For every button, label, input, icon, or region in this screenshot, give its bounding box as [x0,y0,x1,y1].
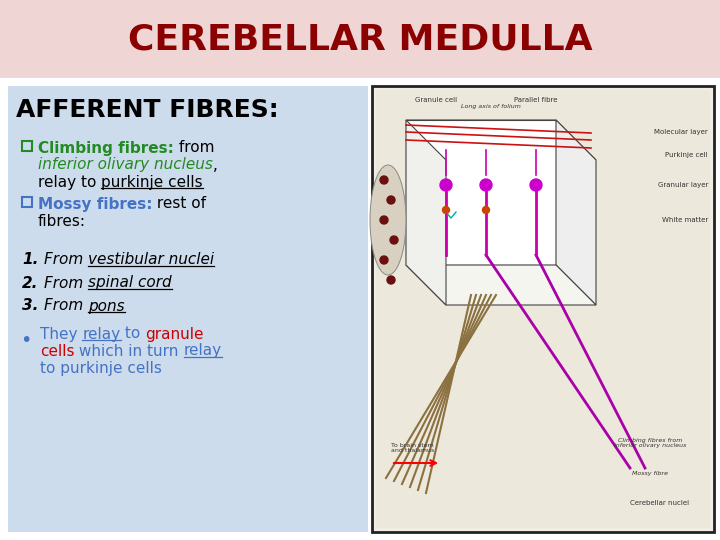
Circle shape [482,206,490,213]
Text: They: They [40,327,82,341]
Text: relay: relay [82,327,120,341]
Text: AFFERENT FIBRES:: AFFERENT FIBRES: [16,98,279,122]
Polygon shape [556,120,596,305]
Text: spinal cord: spinal cord [88,275,172,291]
Text: White matter: White matter [662,217,708,223]
Text: relay to: relay to [38,174,102,190]
Polygon shape [406,120,446,305]
Text: relay: relay [184,343,222,359]
Text: •: • [20,332,32,350]
Text: Mossy fibres:: Mossy fibres: [38,197,153,212]
Polygon shape [406,265,596,305]
Circle shape [380,256,388,264]
Text: ,: , [213,158,217,172]
Bar [0,0,720,78]
Text: vestibular nuclei: vestibular nuclei [88,253,215,267]
Text: Climbing fibres from
inferior olivary nucleus: Climbing fibres from inferior olivary nu… [614,437,686,448]
Text: Cerebellar nuclei: Cerebellar nuclei [631,500,690,506]
Text: Parallel fibre: Parallel fibre [514,97,558,103]
Text: Molecular layer: Molecular layer [654,129,708,135]
Text: To brain stem
and thalamus: To brain stem and thalamus [391,443,434,454]
Text: Climbing fibres:: Climbing fibres: [38,140,174,156]
Circle shape [380,176,388,184]
Text: Granule cell: Granule cell [415,97,457,103]
Circle shape [390,236,398,244]
Text: from: from [174,140,215,156]
Text: CEREBELLAR MEDULLA: CEREBELLAR MEDULLA [127,22,593,56]
Bar [22,197,32,207]
Circle shape [387,276,395,284]
Circle shape [443,206,449,213]
Text: Purkinje cell: Purkinje cell [665,152,708,158]
Circle shape [440,179,452,191]
Text: to: to [120,327,145,341]
Polygon shape [406,120,556,265]
Text: Granular layer: Granular layer [657,182,708,188]
Text: pons: pons [88,299,125,314]
Text: Long axis of folium: Long axis of folium [461,104,521,109]
Circle shape [380,216,388,224]
Bar [22,141,32,151]
Polygon shape [370,165,406,275]
Text: rest of: rest of [153,197,207,212]
Bar [372,86,714,532]
Text: granule: granule [145,327,204,341]
Text: cells: cells [40,343,74,359]
Polygon shape [406,120,596,160]
Text: which in turn: which in turn [74,343,184,359]
Text: 1.: 1. [22,253,38,267]
Text: 2.: 2. [22,275,38,291]
Circle shape [480,179,492,191]
Bar [376,90,710,528]
Text: to purkinje cells: to purkinje cells [40,361,162,375]
Text: fibres:: fibres: [38,213,86,228]
Text: From: From [44,253,88,267]
Text: Mossy fibre: Mossy fibre [632,470,668,476]
Text: From: From [44,299,88,314]
Text: purkinje cells: purkinje cells [102,174,203,190]
Text: 3.: 3. [22,299,38,314]
Text: inferior olivary nucleus: inferior olivary nucleus [38,158,213,172]
Text: From: From [44,275,88,291]
Circle shape [387,196,395,204]
Circle shape [530,179,542,191]
Bar [8,86,368,532]
